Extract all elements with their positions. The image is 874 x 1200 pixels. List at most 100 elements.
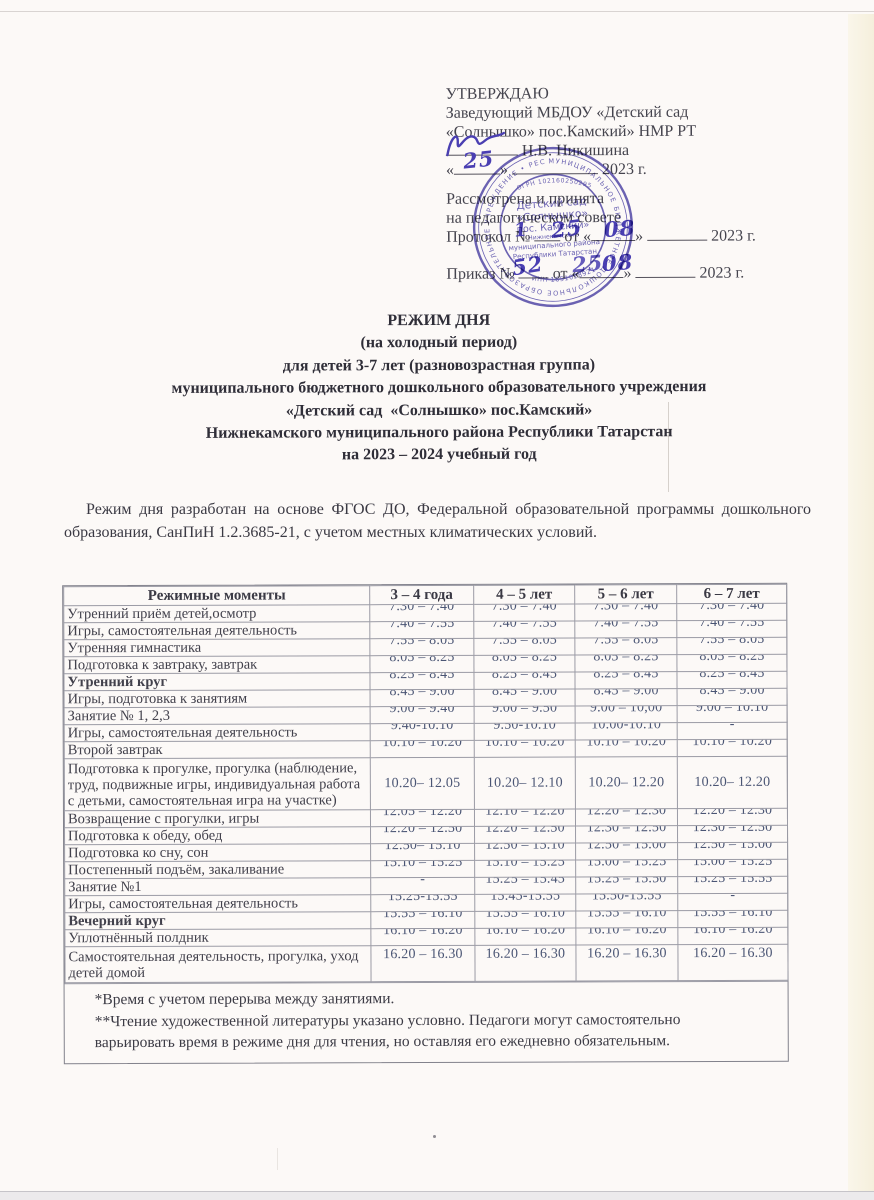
activity-label-cell: Игры, подготовка к занятиям xyxy=(64,689,371,708)
scan-top-edge-line xyxy=(0,11,874,12)
time-cell: 10.10 – 10.20 xyxy=(370,740,475,758)
time-cell: 16.20 – 16.30 xyxy=(575,944,679,981)
document-title: РЕЖИМ ДНЯ (на холодный период) для детей… xyxy=(87,309,792,468)
stamp-center-line: Нижнекамского xyxy=(528,231,580,242)
table-row: Подготовка к прогулке, прогулка (наблюде… xyxy=(64,756,788,811)
time-cell: - xyxy=(677,893,788,911)
time-cell: 8.25 – 8.45 xyxy=(676,671,788,689)
title-line: муниципального бюджетного дошкольного об… xyxy=(171,378,707,398)
header-age-3-4: 3 – 4 года xyxy=(369,585,474,605)
round-stamp: МУНИЦИПАЛЬНОЕ БЮДЖЕТНОЕ ДОШКОЛЬНОЕ ОБРАЗ… xyxy=(456,130,634,308)
time-cell: 16.20 – 16.30 xyxy=(370,945,476,982)
time-cell: 8.05 – 8.25 xyxy=(369,655,474,673)
scan-artifact-fold-line xyxy=(668,402,669,492)
approval-heading: УТВЕРЖДАЮ xyxy=(445,85,549,103)
time-cell: 16.10 – 16.20 xyxy=(677,927,788,945)
time-cell: 9.00 – 10.10 xyxy=(677,705,788,723)
time-cell: 16.10 – 16.20 xyxy=(474,927,576,946)
time-cell: 12.20 – 12.50 xyxy=(370,826,475,844)
schedule-table-container: Режимные моменты 3 – 4 года 4 – 5 лет 5 … xyxy=(62,582,789,1064)
time-cell: 12.05 – 12.20 xyxy=(370,809,475,827)
footnotes-block: *Время с учетом перерыва между занятиями… xyxy=(64,980,788,1063)
time-cell: 10.20– 12.10 xyxy=(474,756,576,810)
time-cell: 8.25 – 8.45 xyxy=(473,671,576,690)
header-age-4-5: 4 – 5 лет xyxy=(473,584,575,605)
time-cell: 16.20 – 16.30 xyxy=(474,944,577,982)
time-cell: 15.10 – 15.25 xyxy=(370,860,475,878)
activity-label-cell: Вечерний круг xyxy=(64,911,371,930)
time-cell: 12.50 – 15.10 xyxy=(474,842,576,861)
time-cell: 7.40 – 7.55 xyxy=(473,620,575,639)
header-age-5-6: 5 – 6 лет xyxy=(574,584,677,604)
time-cell: 8.25 – 8.45 xyxy=(574,671,678,689)
time-cell: 12.50 – 15.00 xyxy=(677,842,788,860)
time-cell: 7.55 – 8.05 xyxy=(369,638,474,656)
time-cell: 12.50– 15.10 xyxy=(370,843,475,861)
table-row: Самостоятельная деятельность, прогулка, … xyxy=(64,944,789,983)
footnote-line: варьировать время в режиме дня для чтени… xyxy=(94,1032,671,1052)
time-cell: 15.10 – 15.25 xyxy=(474,859,576,878)
approval-line1: Заведующий МБДОУ «Детский сад xyxy=(445,103,689,122)
time-cell: 15.55 – 16.10 xyxy=(575,910,678,928)
time-cell: 15.00 – 15.25 xyxy=(677,859,788,877)
time-cell: 7.30 – 7.40 xyxy=(473,603,575,622)
title-line: на 2023 – 2024 учебный год xyxy=(341,446,537,464)
activity-label-cell: Игры, самостоятельная деятельность xyxy=(63,621,370,640)
time-cell: 7.30 – 7.40 xyxy=(574,603,677,621)
time-cell: 10.20– 12.20 xyxy=(677,756,788,809)
time-cell: 12.50 – 15.00 xyxy=(575,842,678,860)
time-cell: 15.55 – 16.10 xyxy=(474,910,576,929)
activity-label-cell: Игры, самостоятельная деятельность xyxy=(64,723,371,742)
scan-bottom-edge xyxy=(0,1191,874,1200)
time-cell: 9.00 – 9.40 xyxy=(370,706,475,724)
time-cell: 15.55 – 16.10 xyxy=(677,910,788,928)
time-cell: 9.50-10.10 xyxy=(474,722,576,741)
activity-label-cell: Постепенный подъём, закаливание xyxy=(64,860,371,879)
schedule-table: Режимные моменты 3 – 4 года 4 – 5 лет 5 … xyxy=(63,584,789,984)
time-cell: 7.40 – 7.55 xyxy=(369,621,474,639)
time-cell: 15.25 – 15.55 xyxy=(677,876,788,894)
time-cell: 10.20– 12.05 xyxy=(370,757,475,810)
activity-label-cell: Занятие №1 xyxy=(64,877,371,896)
scan-speck xyxy=(433,1135,436,1138)
time-cell: 9.00 – 10,00 xyxy=(575,705,678,723)
year-label: 2023 г. xyxy=(711,227,756,245)
stamp-center-text: Детский сад«Солнышко»пос. Камский»Нижнек… xyxy=(508,194,600,261)
time-cell: - xyxy=(370,877,475,895)
time-cell: 10.20– 12.20 xyxy=(575,756,678,809)
activity-label-cell: Занятие № 1, 2,3 xyxy=(64,706,371,725)
footnote-line: **Чтение художественной литературы указа… xyxy=(94,1010,681,1030)
time-cell: 10.00-10.10 xyxy=(575,722,678,740)
time-cell: 7.40 – 7.55 xyxy=(676,620,787,638)
time-cell: 12.20 – 12.30 xyxy=(677,808,788,826)
activity-label-cell: Самостоятельная деятельность, прогулка, … xyxy=(64,945,372,983)
protocol-month-blank xyxy=(647,226,708,241)
activity-label-cell: Подготовка к прогулке, прогулка (наблюде… xyxy=(64,757,371,811)
activity-label-cell: Утренний круг xyxy=(63,672,371,691)
stamp-center-line: «Солнышко» xyxy=(516,206,588,224)
time-cell: 7.30 – 7.40 xyxy=(676,603,787,621)
activity-label-cell: Подготовка к обеду, обед xyxy=(64,826,371,845)
header-regime-moments: Режимные моменты xyxy=(63,585,370,606)
time-cell: 16.10 – 16.20 xyxy=(370,928,475,946)
time-cell: 10.10 – 10.20 xyxy=(575,739,678,757)
time-cell: 12.20 – 12.50 xyxy=(474,825,576,844)
activity-label-cell: Возвращение с прогулки, игры xyxy=(64,809,371,828)
title-line: (на холодный период) xyxy=(360,334,518,352)
activity-label-cell: Подготовка к завтраку, завтрак xyxy=(63,655,370,674)
time-cell: 8.25 – 8.45 xyxy=(369,672,475,690)
time-cell: 12.30 – 12.50 xyxy=(575,825,678,843)
title-line: РЕЖИМ ДНЯ xyxy=(387,311,491,330)
time-cell: 8.45 – 9.00 xyxy=(677,688,788,706)
footnote-line: *Время с учетом перерыва между занятиями… xyxy=(94,990,395,1009)
time-cell: 15.25-15.55 xyxy=(370,894,475,912)
intro-paragraph: Режим дня разработан на основе ФГОС ДО, … xyxy=(64,501,811,541)
time-cell: 8.05 – 8.25 xyxy=(676,654,787,672)
time-cell: 8.05 – 8.25 xyxy=(574,654,677,672)
activity-label-cell: Утренний приём детей,осмотр xyxy=(63,604,370,623)
title-line: Нижнекамского муниципального района Респ… xyxy=(205,423,673,442)
time-cell: 7.55 – 8.05 xyxy=(473,637,575,656)
time-cell: 9.00 – 9.50 xyxy=(474,705,576,724)
handwritten-signature xyxy=(446,131,506,157)
